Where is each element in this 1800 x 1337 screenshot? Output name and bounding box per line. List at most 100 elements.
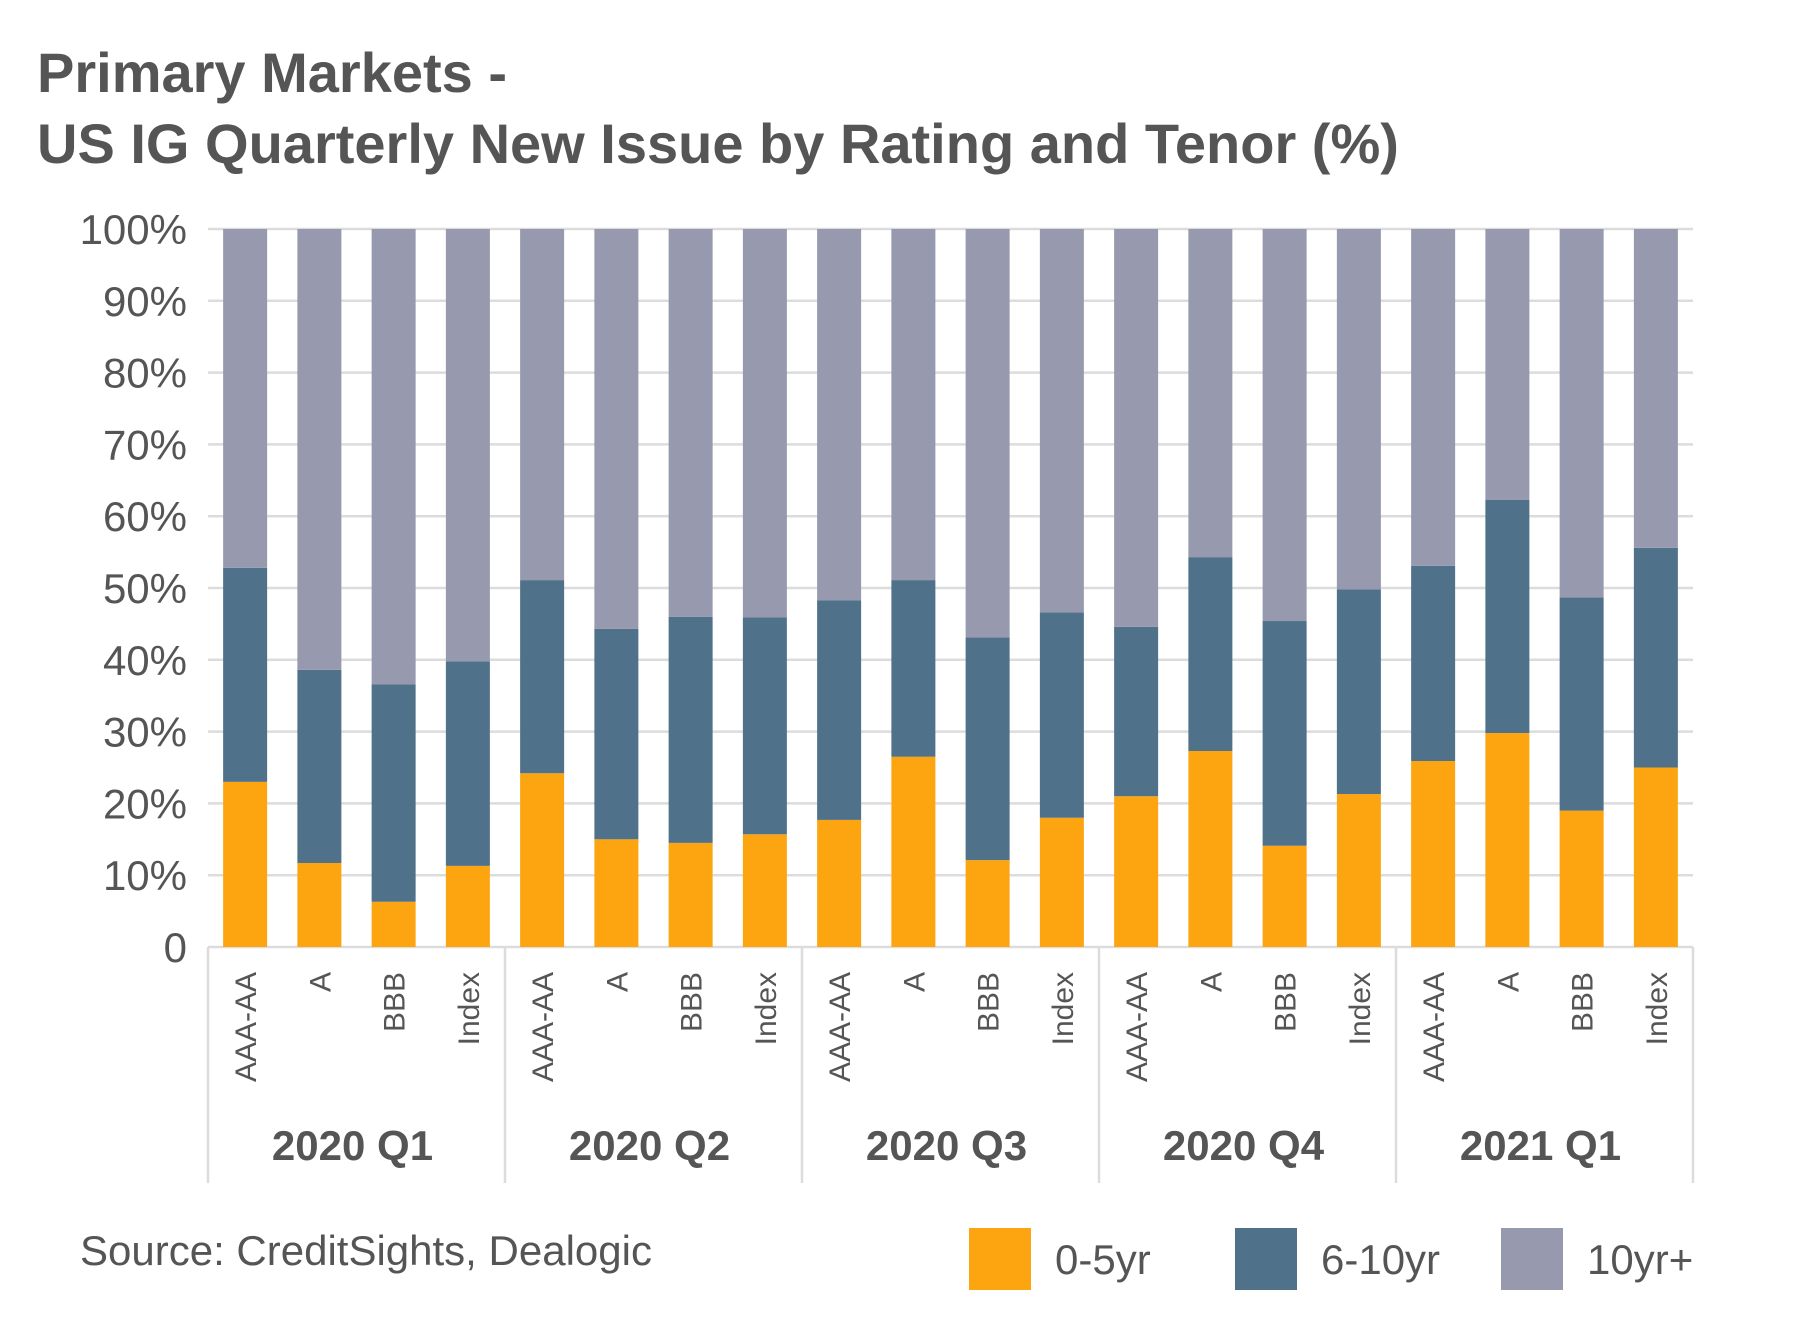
bar-segment-0-5yr: [965, 860, 1010, 947]
bar-segment-0-5yr: [742, 834, 787, 947]
bar-segment-10yr+: [297, 229, 342, 670]
legend-swatch: [969, 1228, 1031, 1290]
y-tick-label: 40%: [103, 637, 187, 684]
bar-segment-0-5yr: [1188, 750, 1233, 947]
bar-segment-6-10yr: [1559, 597, 1604, 811]
x-tick-label: BBB: [379, 972, 412, 1032]
y-tick-label: 100%: [80, 206, 187, 253]
legend-label: 10yr+: [1587, 1236, 1693, 1283]
x-tick-label: AAA-AA: [824, 972, 857, 1082]
x-tick-label: Index: [1047, 972, 1080, 1045]
bar-segment-6-10yr: [594, 628, 639, 840]
bar-segment-6-10yr: [371, 684, 416, 902]
bar-segment-10yr+: [594, 229, 639, 629]
bar-segment-6-10yr: [445, 661, 490, 866]
bar-segment-6-10yr: [223, 567, 268, 782]
bar-segment-6-10yr: [668, 616, 713, 843]
bars: [223, 229, 1678, 947]
bar-segment-0-5yr: [1336, 794, 1381, 947]
y-tick-label: 80%: [103, 350, 187, 397]
bar-segment-10yr+: [1485, 229, 1530, 500]
bar-segment-10yr+: [1411, 229, 1456, 566]
bar-segment-10yr+: [445, 229, 490, 662]
group-label: 2021 Q1: [1460, 1122, 1621, 1169]
y-tick-label: 50%: [103, 565, 187, 612]
bar-segment-0-5yr: [1114, 796, 1159, 947]
y-tick-label: 20%: [103, 780, 187, 827]
bar-segment-10yr+: [1559, 229, 1604, 598]
x-tick-label: Index: [453, 972, 486, 1045]
legend-label: 6-10yr: [1321, 1236, 1440, 1283]
bar-segment-10yr+: [891, 229, 936, 581]
legend-swatch: [1235, 1228, 1297, 1290]
bar-segment-6-10yr: [817, 600, 862, 820]
bar-segment-10yr+: [371, 229, 416, 685]
bar-segment-6-10yr: [891, 580, 936, 757]
y-tick-label: 30%: [103, 709, 187, 756]
x-tick-label: AAA-AA: [1418, 972, 1451, 1082]
x-tick-label: AAA-AA: [230, 972, 263, 1082]
y-tick-label: 10%: [103, 852, 187, 899]
x-tick-label: BBB: [1567, 972, 1600, 1032]
y-tick-label: 0: [164, 924, 187, 971]
chart-title-line-2: US IG Quarterly New Issue by Rating and …: [37, 112, 1399, 175]
bar-segment-0-5yr: [594, 839, 639, 947]
y-axis: 0 10% 20% 30% 40% 50% 60% 70% 80% 90% 100%: [80, 206, 187, 971]
x-tick-label: Index: [750, 972, 783, 1045]
x-tick-label: A: [1195, 972, 1228, 992]
bar-segment-0-5yr: [297, 862, 342, 947]
bar-segment-6-10yr: [1262, 621, 1307, 846]
bar-segment-0-5yr: [1633, 767, 1678, 947]
source-note: Source: CreditSights, Dealogic: [80, 1227, 652, 1274]
bar-segment-6-10yr: [297, 669, 342, 863]
bar-segment-0-5yr: [891, 756, 936, 947]
bar-segment-0-5yr: [223, 781, 268, 947]
bar-segment-0-5yr: [445, 865, 490, 947]
bar-segment-10yr+: [520, 229, 565, 581]
y-tick-label: 60%: [103, 493, 187, 540]
x-tick-label: BBB: [973, 972, 1006, 1032]
bar-segment-10yr+: [1188, 229, 1233, 558]
bar-segment-6-10yr: [1633, 547, 1678, 768]
group-label: 2020 Q4: [1163, 1122, 1325, 1169]
bar-segment-6-10yr: [965, 637, 1010, 861]
bar-segment-0-5yr: [1039, 817, 1084, 947]
bar-segment-0-5yr: [668, 842, 713, 947]
x-tick-label: Index: [1641, 972, 1674, 1045]
bar-segment-0-5yr: [817, 819, 862, 947]
group-label: 2020 Q1: [272, 1122, 433, 1169]
x-tick-label: A: [898, 972, 931, 992]
bar-segment-0-5yr: [1485, 733, 1530, 947]
group-label: 2020 Q2: [569, 1122, 730, 1169]
bar-segment-10yr+: [1262, 229, 1307, 622]
x-tick-label: A: [1492, 972, 1525, 992]
bar-segment-10yr+: [1114, 229, 1159, 627]
chart-title-line-1: Primary Markets -: [37, 41, 507, 104]
bar-segment-10yr+: [965, 229, 1010, 638]
bar-segment-10yr+: [223, 229, 268, 568]
bar-segment-10yr+: [1633, 229, 1678, 548]
y-tick-label: 90%: [103, 278, 187, 325]
bar-segment-0-5yr: [520, 773, 565, 947]
bar-segment-6-10yr: [520, 580, 565, 774]
x-tick-label: AAA-AA: [1121, 972, 1154, 1082]
bar-segment-10yr+: [1039, 229, 1084, 613]
bar-segment-6-10yr: [1114, 626, 1159, 797]
group-label: 2020 Q3: [866, 1122, 1027, 1169]
legend: 0-5yr 6-10yr 10yr+: [969, 1228, 1693, 1290]
x-tick-label: BBB: [676, 972, 709, 1032]
bar-segment-0-5yr: [1262, 845, 1307, 947]
x-tick-label: Index: [1344, 972, 1377, 1045]
gridlines: [208, 227, 1693, 949]
bar-segment-6-10yr: [1485, 499, 1530, 734]
bar-segment-6-10yr: [1336, 589, 1381, 795]
bar-segment-6-10yr: [1188, 557, 1233, 751]
legend-label: 0-5yr: [1055, 1236, 1151, 1283]
bar-segment-10yr+: [668, 229, 713, 617]
x-tick-label: A: [304, 972, 337, 992]
bar-segment-6-10yr: [1039, 612, 1084, 818]
bar-segment-10yr+: [1336, 229, 1381, 590]
x-tick-label: BBB: [1270, 972, 1303, 1032]
bar-segment-10yr+: [742, 229, 787, 618]
